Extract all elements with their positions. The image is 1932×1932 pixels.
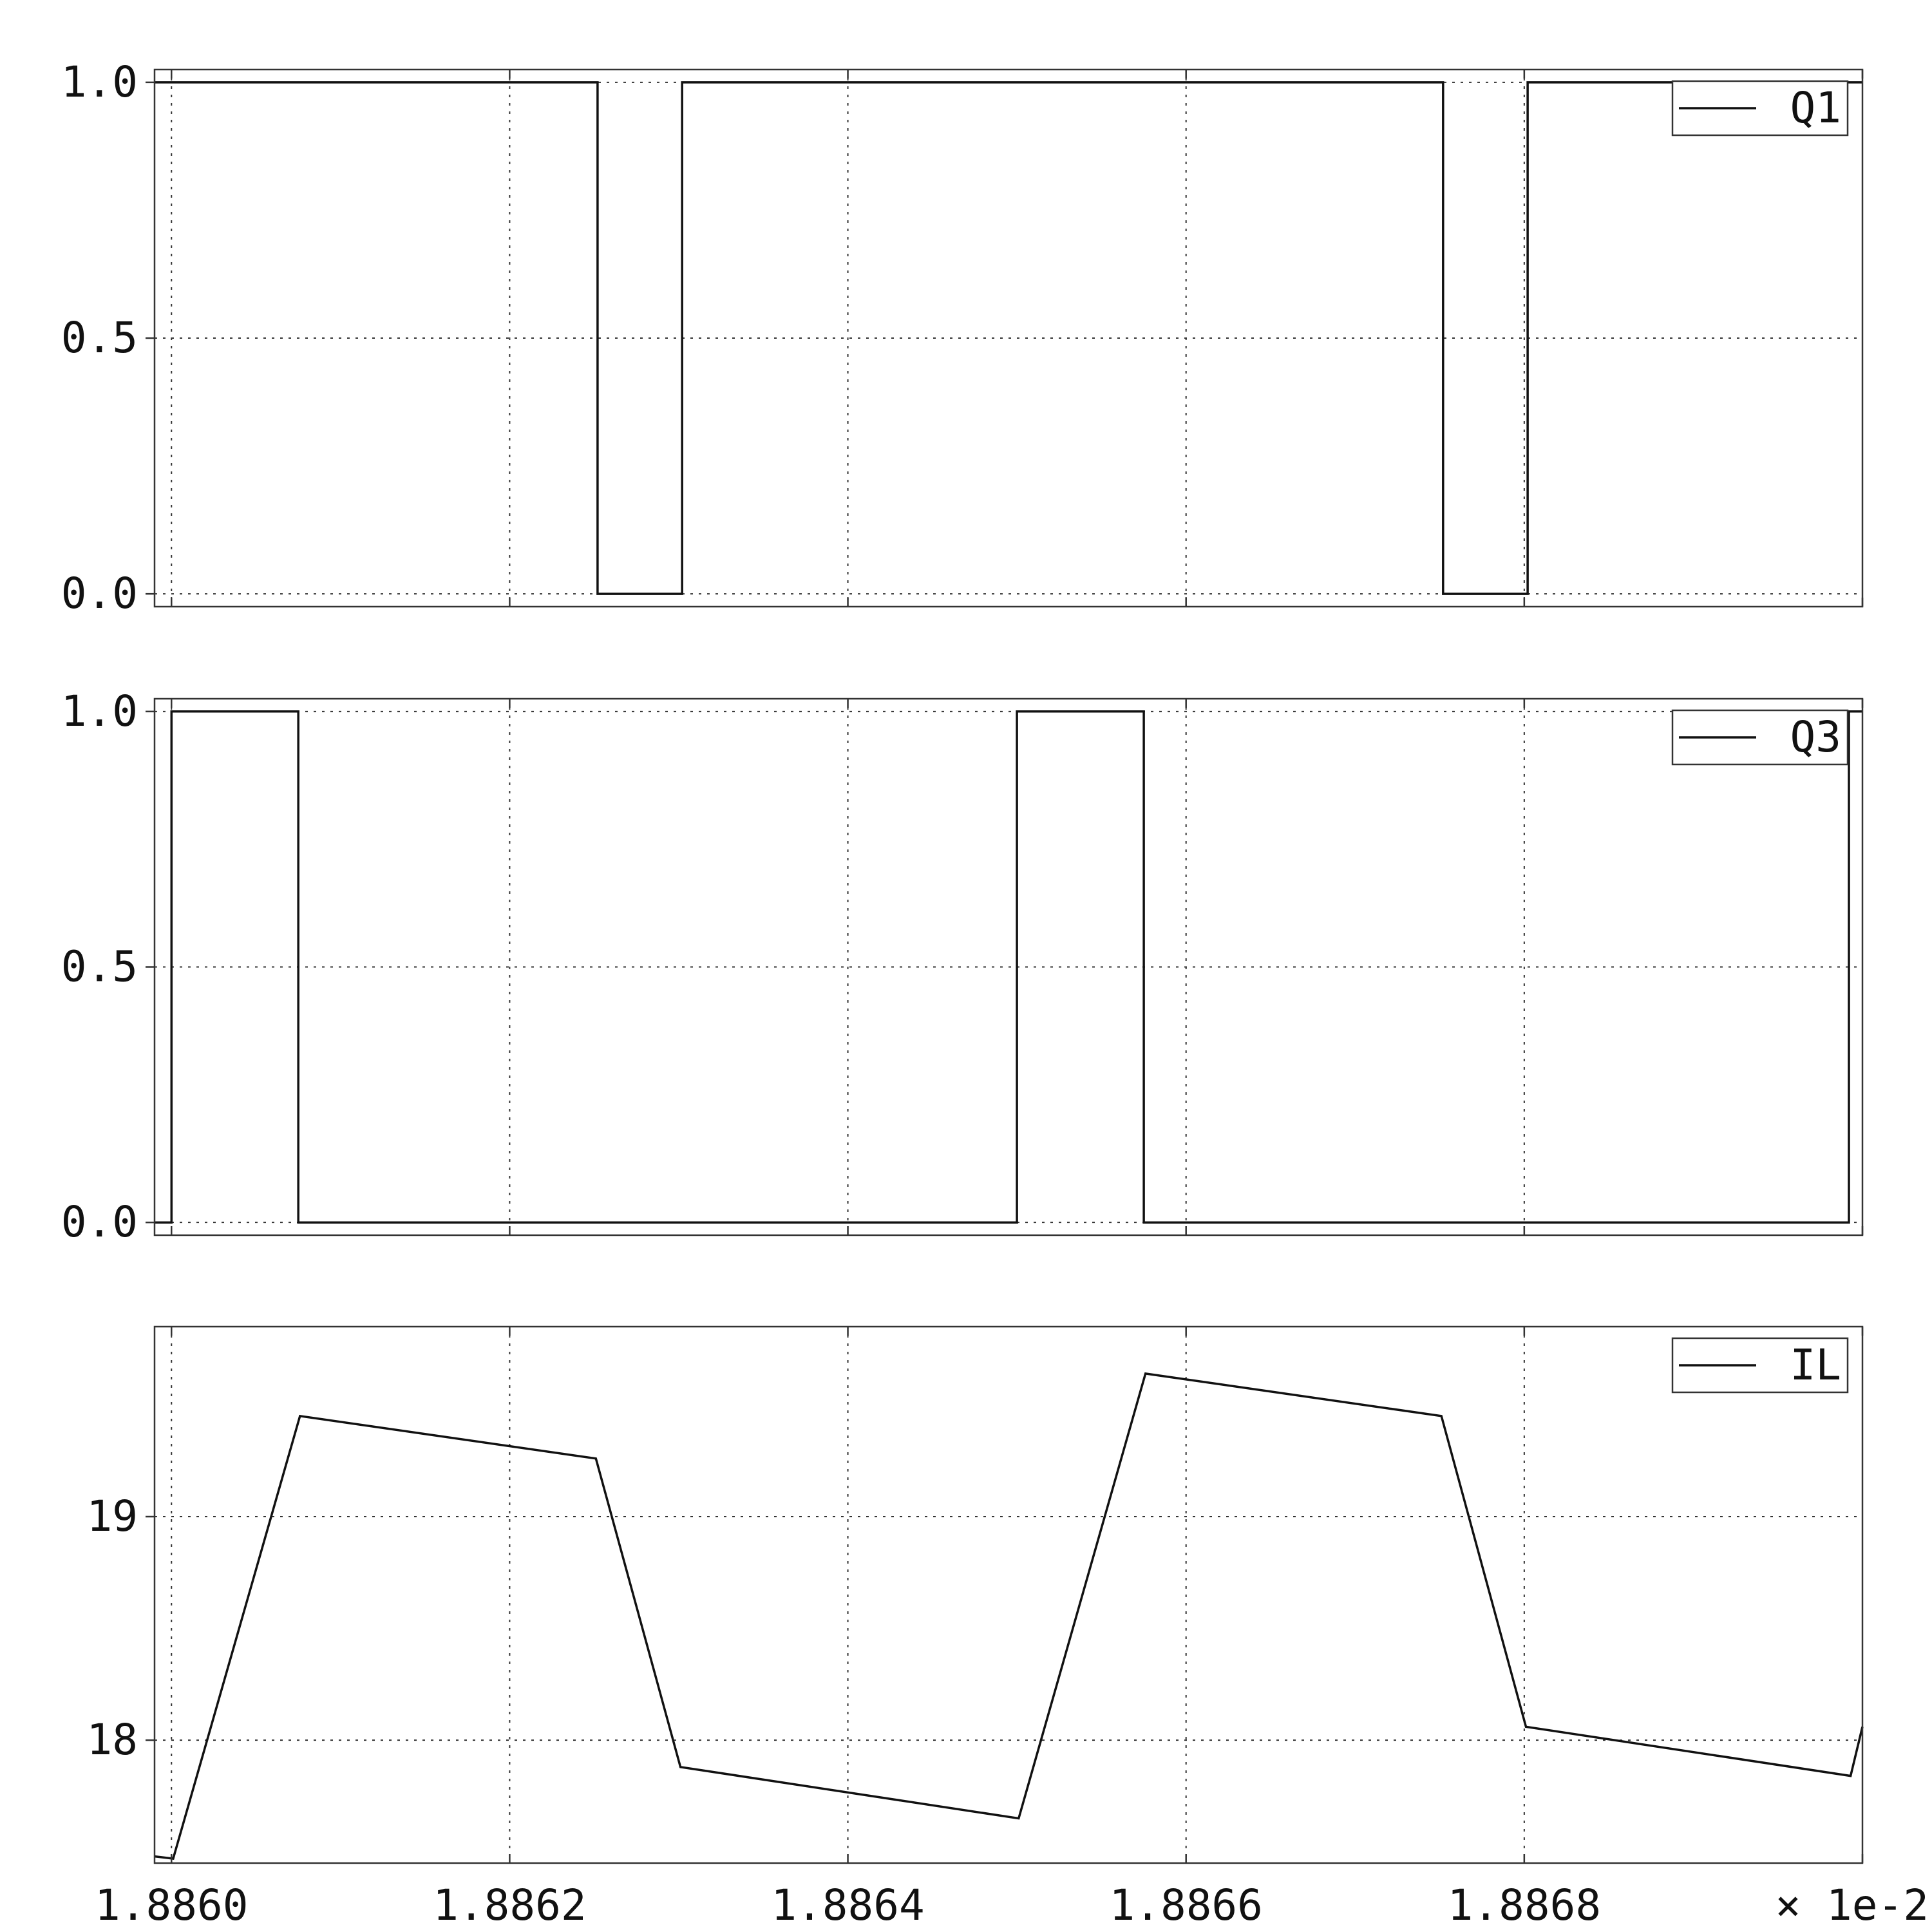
y-tick-label: 19 xyxy=(87,1492,138,1541)
legend: IL xyxy=(1671,1337,1849,1394)
legend-label: Q1 xyxy=(1790,83,1841,133)
subplot-2: 0.0 0.5 1.0 Q3 xyxy=(61,687,1864,1247)
x-tick-label: 1.8860 xyxy=(95,1880,248,1930)
subplot-1: 0.0 0.5 1.0 Q1 xyxy=(61,57,1864,618)
series-line-il xyxy=(154,1372,1864,1861)
series-line-q3 xyxy=(155,710,1862,1224)
y-tick-label: 0.0 xyxy=(61,1197,138,1247)
y-tick-label: 0.0 xyxy=(61,569,138,618)
x-tick-label: 1.8868 xyxy=(1448,1880,1601,1930)
y-tick-label: 18 xyxy=(87,1715,138,1765)
x-tick-label: 1.8862 xyxy=(433,1880,586,1930)
y-tick-label: 1.0 xyxy=(61,57,138,107)
legend: Q1 xyxy=(1671,80,1849,137)
subplot-3: 18 19 1.8860 1.8862 1.8864 1.8866 1.8868 × 1e-2… xyxy=(87,1325,1929,1930)
y-tick-label: 0.5 xyxy=(61,313,138,363)
y-tick-label: 1.0 xyxy=(61,687,138,736)
legend-label: IL xyxy=(1790,1340,1841,1390)
y-tick-label: 0.5 xyxy=(61,942,138,992)
x-offset-label: × 1e-2 xyxy=(1776,1880,1929,1930)
legend: Q3 xyxy=(1671,709,1849,766)
x-tick-label: 1.8866 xyxy=(1109,1880,1262,1930)
plot-frame xyxy=(153,1325,1864,1864)
x-tick-label: 1.8864 xyxy=(771,1880,924,1930)
legend-label: Q3 xyxy=(1790,712,1841,762)
series-line-q1 xyxy=(155,81,1862,595)
